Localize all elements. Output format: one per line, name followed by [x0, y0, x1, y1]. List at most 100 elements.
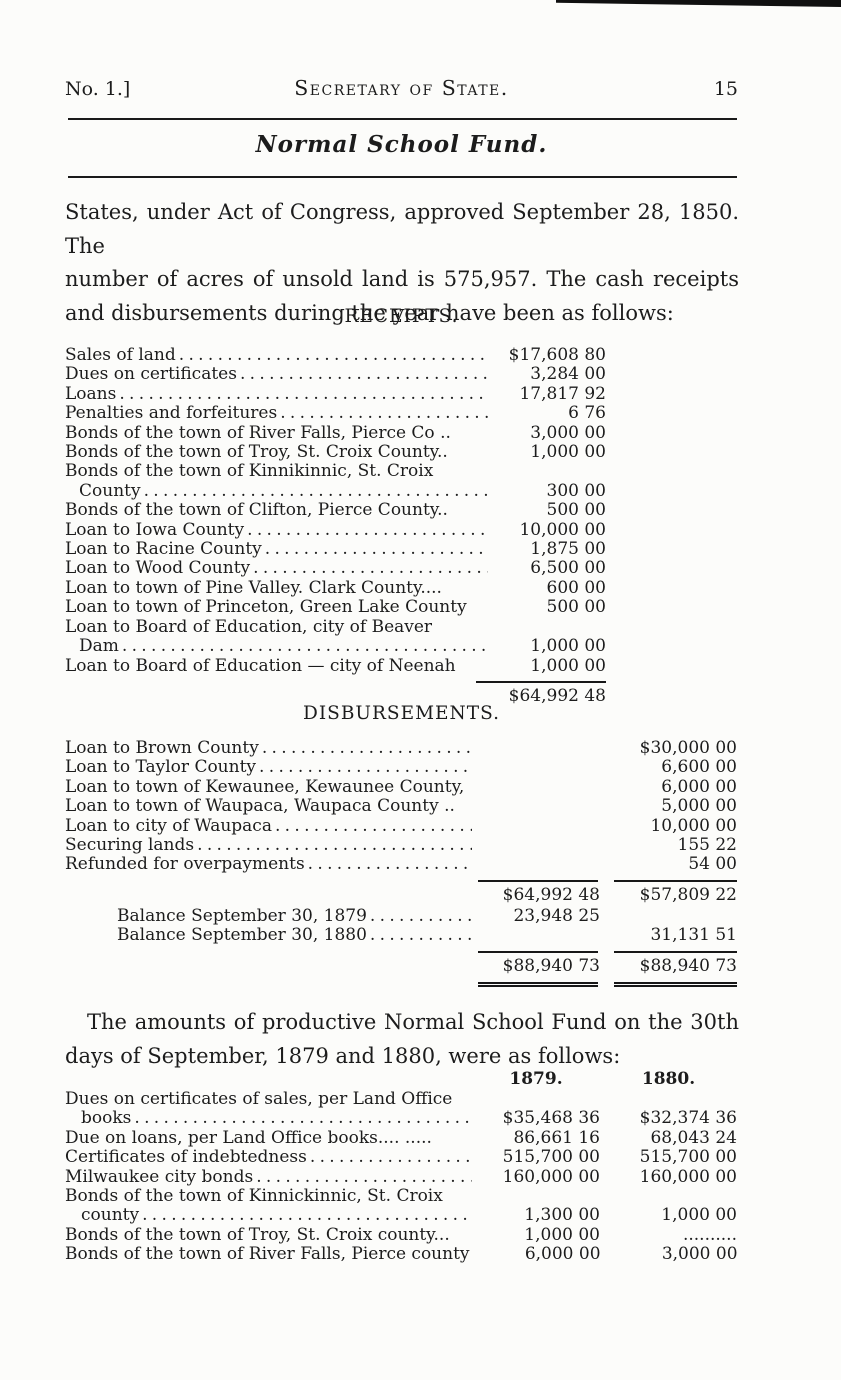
table-row: Bonds of the town of River Falls, Pierce… — [65, 1244, 738, 1265]
dot-leader: ........................................… — [121, 637, 488, 657]
table-row: Bonds of the town of River Falls, Pierce… — [65, 423, 606, 443]
row-amount: 1,000 00 — [530, 636, 606, 657]
running-title: Secretary of State. — [294, 76, 509, 100]
row-label: Bonds of the town of River Falls, Pierce… — [65, 1244, 470, 1265]
rule — [65, 680, 606, 683]
amount-col2: 6,000 00 — [661, 776, 737, 797]
doc-number: No. 1.] — [65, 78, 131, 100]
row-label: Certificates of indebtedness — [65, 1147, 307, 1168]
table-row: Milwaukee city bonds....................… — [65, 1166, 737, 1187]
fund-table-header: 1879. 1880. — [65, 1069, 737, 1090]
row-label: Balance September 30, 1880 — [117, 925, 367, 946]
paragraph-line: States, under Act of Congress, approved … — [65, 200, 739, 258]
double-rule — [65, 981, 737, 987]
amount-col2: 68,043 24 — [650, 1127, 737, 1148]
dot-leader: ........................................… — [369, 906, 472, 926]
table-row: Loan to Taylor County...................… — [65, 757, 737, 778]
table-row: Bonds of the town of Kinnikinnic, St. Cr… — [65, 461, 606, 482]
row-amount: 500 00 — [546, 500, 606, 521]
paragraph-line: The amounts of productive Normal School … — [87, 1010, 739, 1034]
amount-col1: 160,000 00 — [502, 1166, 600, 1187]
row-amount: 3,284 00 — [530, 364, 606, 385]
amount-col2: 515,700 00 — [639, 1147, 737, 1168]
amount-col2: 1,000 00 — [661, 1205, 737, 1226]
row-label: Loan to Board of Education — city of Nee… — [65, 655, 456, 676]
year-header-1880: 1880. — [641, 1069, 696, 1089]
row-label: Refunded for overpayments — [65, 854, 305, 875]
table-row: Loan to Board of Education — city of Nee… — [65, 655, 606, 676]
row-label: County — [79, 480, 141, 501]
amount-col1: $35,468 36 — [502, 1108, 600, 1129]
row-amount: 1,875 00 — [530, 539, 606, 560]
grand-total-col2: $88,940 73 — [639, 955, 737, 976]
dot-leader: ........................................… — [134, 1109, 472, 1129]
row-label: Penalties and forfeitures — [65, 403, 278, 424]
dot-leader: ........................................… — [253, 559, 488, 579]
table-row: Dam.....................................… — [65, 636, 606, 657]
row-amount: 1,000 00 — [530, 655, 606, 676]
amount-col2: 6,600 00 — [661, 757, 737, 778]
table-row: Balance September 30, 1879..............… — [65, 905, 737, 926]
table-row: Bonds of the town of Troy, St. Croix cou… — [65, 1224, 737, 1245]
rule-bar — [478, 879, 598, 882]
table-row: books...................................… — [65, 1108, 737, 1129]
table-row: Loan to city of Waupaca.................… — [65, 815, 737, 836]
table-row: Bonds of the town of Clifton, Pierce Cou… — [65, 500, 606, 521]
table-row: Loan to town of Kewaunee, Kewaunee Count… — [65, 776, 737, 797]
row-label: county — [81, 1205, 140, 1226]
fund-rows: Dues on certificates of sales, per Land … — [65, 1089, 738, 1265]
table-row: Loan to Brown County....................… — [65, 738, 737, 758]
row-amount: 6,500 00 — [530, 558, 606, 579]
row-label: Bonds of the town of Kinnikinnic, St. Cr… — [65, 461, 434, 482]
rule-bar — [478, 950, 598, 953]
receipts-table: Sales of land...........................… — [65, 345, 606, 708]
row-label: Sales of land — [65, 345, 176, 365]
row-label: Loan to town of Pine Valley. Clark Count… — [65, 577, 442, 598]
rule — [65, 879, 737, 882]
dot-leader: ........................................… — [274, 816, 472, 836]
fund-paragraph: The amounts of productive Normal School … — [65, 1006, 739, 1073]
dot-leader: ........................................… — [197, 836, 472, 856]
amount-col2: 54 00 — [688, 854, 737, 875]
subtotal-row: $64,992 48 $57,809 22 — [65, 884, 737, 907]
grand-total-row: $88,940 73 $88,940 73 — [65, 955, 737, 978]
dot-leader: ........................................… — [178, 346, 488, 365]
row-amount: 10,000 00 — [519, 519, 606, 540]
table-row: Dues on certificates....................… — [65, 364, 606, 385]
row-label: Loan to Iowa County — [65, 519, 245, 540]
row-label: Securing lands — [65, 835, 195, 856]
row-label: Loans — [65, 383, 117, 404]
table-row: Loan to town of Waupaca, Waupaca County … — [65, 796, 737, 816]
fund-table: 1879. 1880. Dues on certificates of sale… — [65, 1069, 738, 1265]
dot-leader: ........................................… — [261, 739, 472, 758]
dot-leader: ........................................… — [247, 520, 488, 540]
row-label: Milwaukee city bonds — [65, 1166, 254, 1187]
table-row: Sales of land...........................… — [65, 345, 606, 365]
disbursements-heading: DISBURSEMENTS. — [303, 703, 500, 724]
row-label: Balance September 30, 1879 — [117, 905, 367, 926]
table-row: Securing lands..........................… — [65, 835, 737, 856]
grand-total-col1: $88,940 73 — [502, 955, 600, 976]
rule-bar — [614, 950, 737, 953]
row-label: Dam — [79, 636, 119, 657]
amount-col1: 515,700 00 — [502, 1147, 600, 1168]
row-amount: $17,608 80 — [508, 345, 606, 365]
row-amount: 6 76 — [568, 403, 606, 424]
dot-leader: ........................................… — [256, 1167, 472, 1187]
amount-col1: 1,000 00 — [524, 1224, 600, 1245]
table-row: Loan to town of Princeton, Green Lake Co… — [65, 597, 606, 618]
table-row: Penalties and forfeitures...............… — [65, 403, 606, 424]
amount-col2: 155 22 — [677, 835, 737, 856]
horizontal-rule — [68, 176, 737, 178]
intro-paragraph: States, under Act of Congress, approved … — [65, 196, 739, 330]
row-amount: 1,000 00 — [530, 442, 606, 463]
amount-col2: $30,000 00 — [639, 738, 737, 758]
row-label: Dues on certificates — [65, 364, 237, 385]
row-amount: 500 00 — [546, 597, 606, 618]
dot-leader: ........................................… — [119, 384, 488, 404]
row-amount: 300 00 — [546, 480, 606, 501]
paragraph-line: number of acres of unsold land is 575,95… — [65, 267, 739, 291]
row-amount: 17,817 92 — [519, 383, 606, 404]
row-label: Loan to city of Waupaca — [65, 815, 272, 836]
